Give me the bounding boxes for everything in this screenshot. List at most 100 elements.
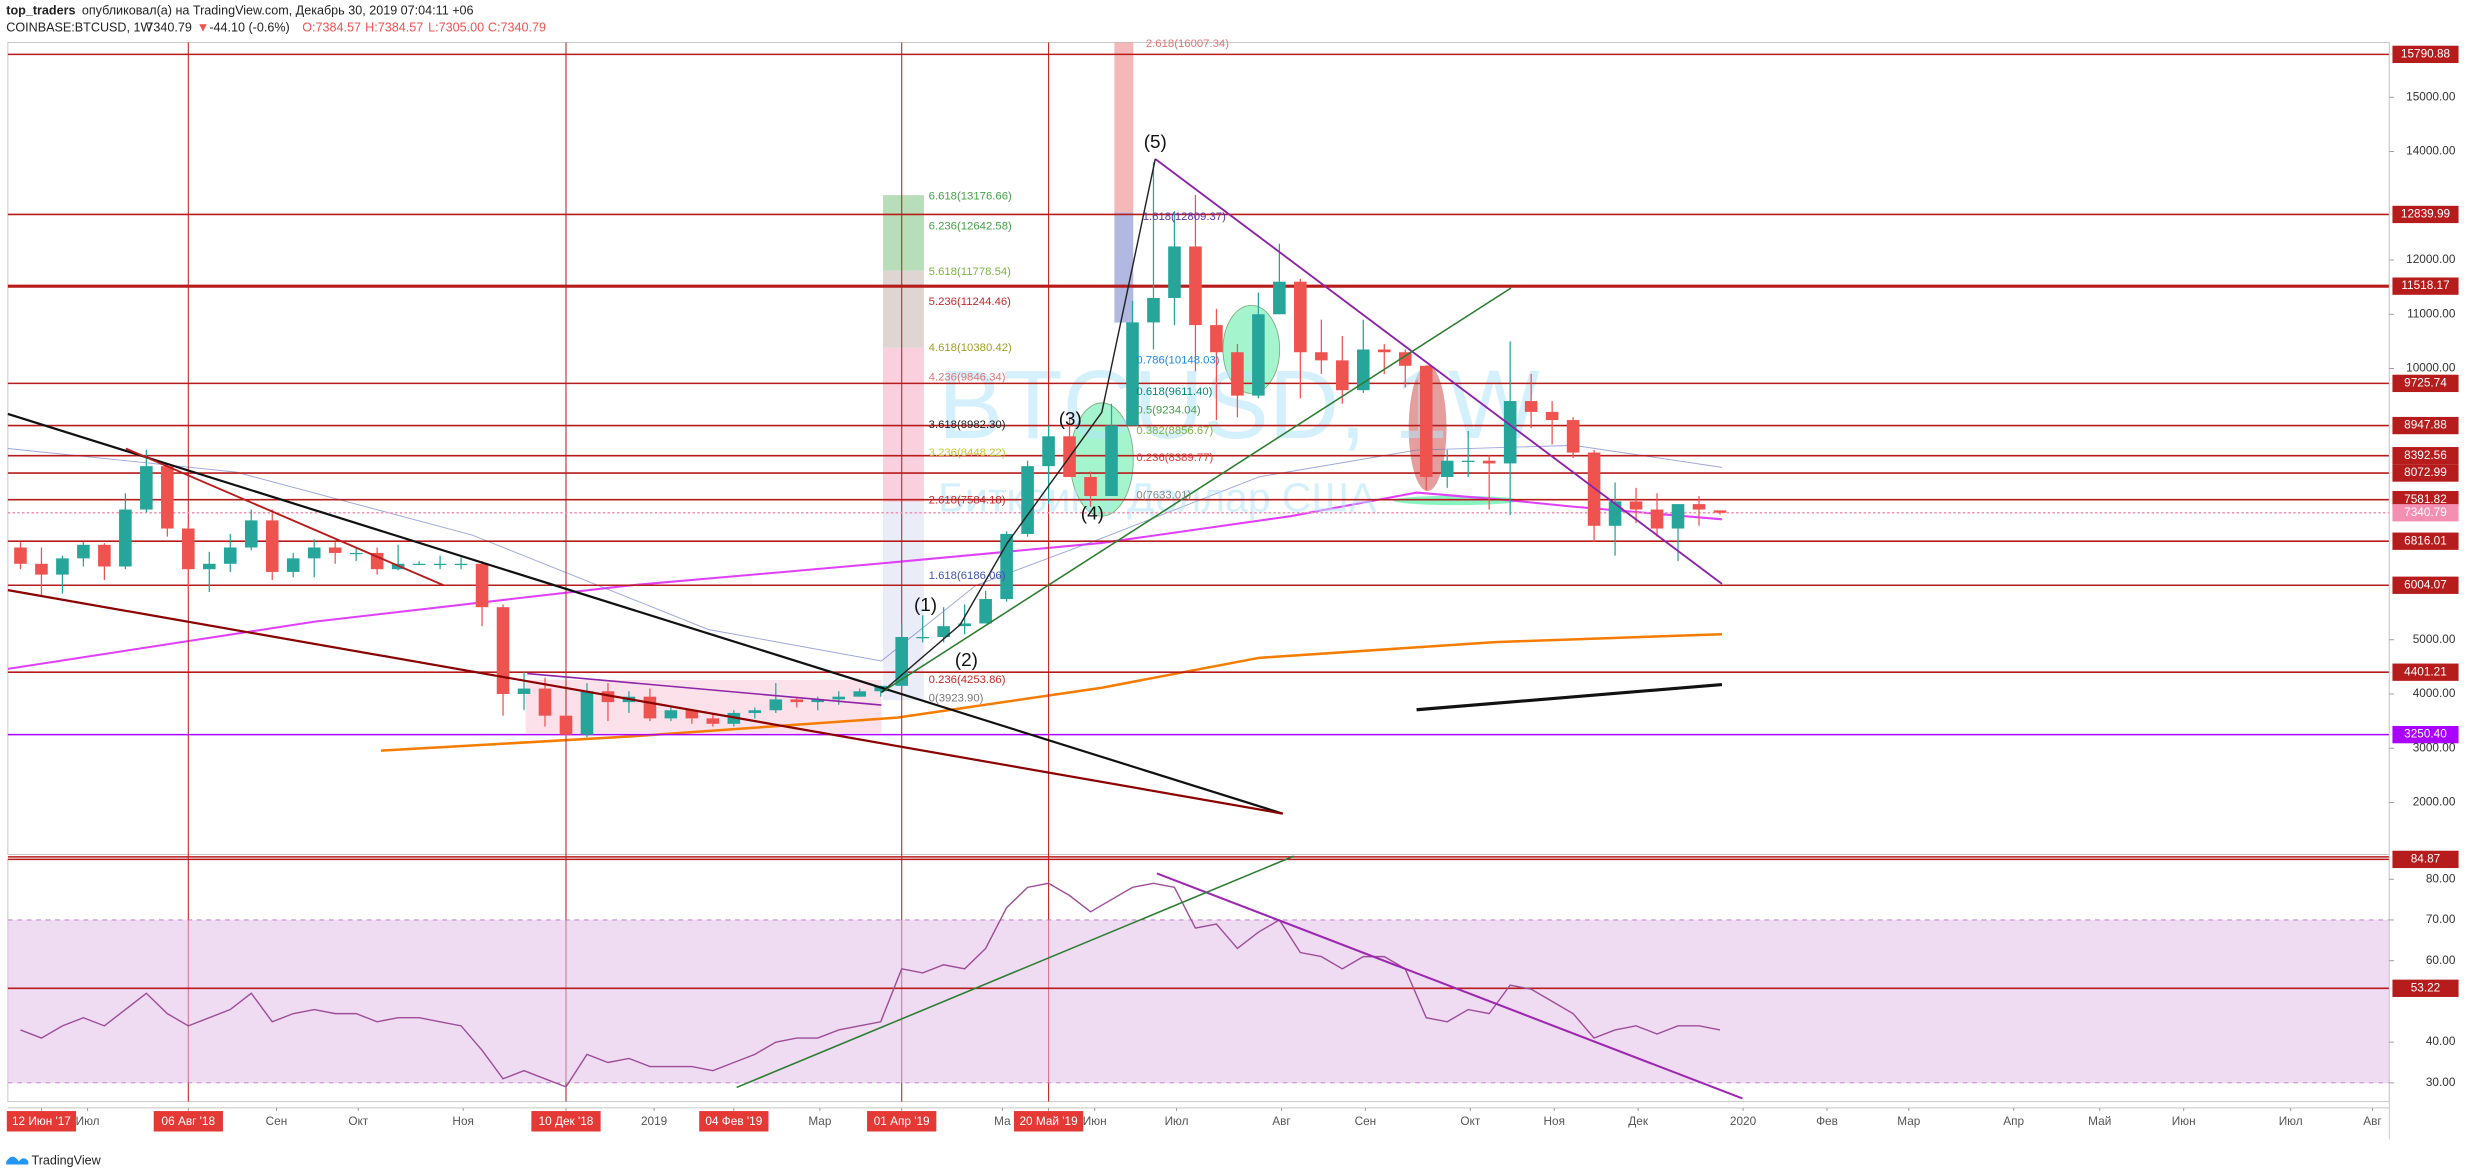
candle-body (1545, 411, 1559, 421)
fib-label: 3.236(8448.22) (929, 447, 1006, 459)
fib-label: 0.236(4253.86) (929, 674, 1006, 686)
level-label-box (2392, 416, 2459, 435)
candle-body (1587, 452, 1601, 526)
x-tick-label: Май (2088, 1114, 2111, 1128)
candle-body (1650, 509, 1664, 529)
level-label-box (2392, 850, 2459, 869)
x-tick-box (699, 1111, 769, 1132)
level-label-box (2392, 374, 2459, 393)
fib-zone (883, 195, 924, 271)
fib-label: 3.618(8982.30) (929, 419, 1006, 431)
x-tick-label: Авг (1272, 1114, 1290, 1128)
y-tick-label: 15000.00 (2406, 89, 2456, 103)
level-label: 4401.21 (2404, 664, 2447, 678)
candle-body (35, 563, 48, 575)
candle-body (853, 691, 867, 697)
candle-body (601, 691, 615, 703)
candle-body (77, 544, 90, 559)
close: C:7340.79 (488, 21, 546, 35)
candle-body (1105, 425, 1118, 496)
level-label: 3250.40 (2404, 727, 2447, 741)
level-label-box (2392, 464, 2459, 482)
x-tick-label: Сен (1355, 1114, 1377, 1128)
wave-line (880, 158, 1156, 693)
candle-body (286, 558, 300, 572)
x-tick-label: 2020 (1730, 1114, 1757, 1128)
wave-label: (2) (955, 650, 978, 671)
candle-body (349, 552, 363, 555)
trendline (881, 287, 1512, 694)
x-tick-label: Июн (1083, 1114, 1107, 1128)
x-tick-label: Авг (2363, 1114, 2381, 1128)
candle-body (1021, 466, 1034, 534)
candle-body (790, 699, 804, 703)
candle-body (1440, 460, 1454, 477)
y-tick-label: 40.00 (2426, 1034, 2456, 1048)
fib-label: 0.382(8856.67) (1136, 425, 1213, 437)
level-label: 11518.17 (2401, 278, 2449, 292)
candle-body (119, 509, 132, 567)
last-price: 7340.79 (146, 21, 191, 35)
rsi-band (7, 919, 2390, 1083)
x-tick-label: Ноя (1543, 1114, 1564, 1128)
x-tick-label: Ма (994, 1114, 1011, 1128)
fib-zone (883, 270, 924, 348)
candle-body (475, 563, 489, 608)
y-tick-label: 3000.00 (2413, 740, 2456, 754)
y-tick-label: 10000.00 (2406, 361, 2456, 375)
candle-body (202, 563, 216, 570)
drawings-over: 2.618(16007.34) 6.618(13176.66) 6.236(1264… (7, 38, 1743, 1100)
level-label: 7340.79 (2404, 505, 2447, 519)
level-label: 8072.99 (2404, 465, 2447, 479)
trendline (1154, 158, 1723, 585)
trendline (7, 589, 1283, 815)
level-label-box (2392, 447, 2459, 465)
x-tick-label: 04 Фев '19 (705, 1114, 762, 1128)
change: -44.10 (-0.6%) (209, 21, 289, 35)
candle-body (496, 607, 510, 694)
x-tick-label: Июл (2279, 1114, 2303, 1128)
trendline (1416, 683, 1723, 712)
y-tick-label: 4000.00 (2413, 686, 2456, 700)
candle-body (685, 710, 699, 719)
candle-body (559, 715, 573, 735)
wave-label: (3) (1059, 409, 1082, 430)
x-tick-label: Июл (1165, 1114, 1189, 1128)
level-label: 6004.07 (2404, 577, 2447, 591)
candle-body (706, 718, 720, 724)
range-box (525, 679, 882, 734)
y-tick-label: 30.00 (2426, 1075, 2456, 1089)
brand: TradingView (31, 1154, 101, 1168)
level-label: 8947.88 (2404, 418, 2447, 432)
candle-body (1294, 281, 1307, 353)
candle-body (1252, 314, 1265, 396)
candle-body (538, 688, 552, 716)
trendline (125, 447, 445, 587)
candle-body (1461, 460, 1475, 462)
fib-label: 1.618(6186.06) (929, 570, 1006, 582)
level-label: 84.87 (2411, 851, 2441, 865)
candle-body (1503, 401, 1517, 464)
candle-body (1482, 460, 1496, 464)
level-label-box (2392, 45, 2459, 64)
x-tick-label: Июл (76, 1114, 100, 1128)
level-label: 6816.01 (2404, 533, 2447, 547)
level-label: 15790.88 (2401, 46, 2451, 60)
fib-label: 6.618(13176.66) (929, 191, 1012, 203)
x-tick-label: Дек (1628, 1114, 1649, 1128)
candle-body (580, 691, 594, 735)
candle-body (1608, 501, 1622, 526)
x-tick-box (867, 1111, 937, 1132)
level-label: 12839.99 (2401, 207, 2450, 221)
candle-body (1315, 352, 1328, 361)
candle-body (182, 528, 195, 570)
candle-body (958, 623, 971, 627)
level-label: 53.22 (2411, 980, 2441, 994)
rsi-trendline (736, 855, 1295, 1089)
candle-body (265, 520, 279, 572)
fib-label: 4.618(10380.42) (929, 342, 1012, 354)
candle-body (1273, 281, 1286, 315)
x-tick-label: 12 Июн '17 (12, 1114, 71, 1128)
x-tick-box (531, 1111, 601, 1132)
